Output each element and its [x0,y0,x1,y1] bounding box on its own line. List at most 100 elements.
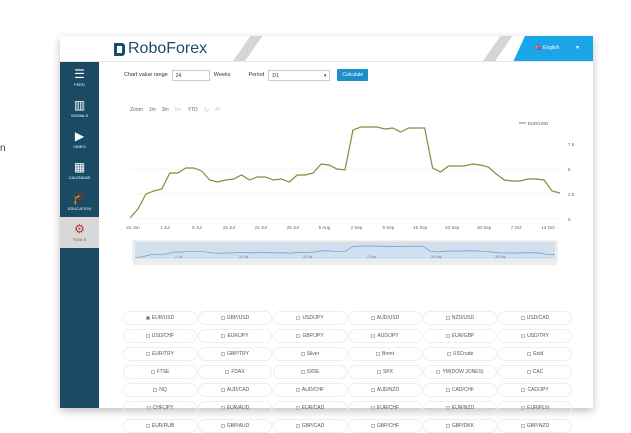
range-label: Chart value range [124,72,168,78]
logo[interactable]: RoboForex [114,40,207,58]
checkbox-icon [145,316,150,320]
instrument-checkbox[interactable]: CAD/CHF [423,383,497,397]
instrument-checkbox[interactable]: AUD/CHF [273,383,347,397]
instrument-checkbox[interactable]: FDAX [198,365,272,379]
instrument-checkbox[interactable]: EUR/CAD [273,401,347,415]
checkbox-icon [300,352,305,356]
instrument-checkbox[interactable]: USD/CAD [498,311,572,325]
instrument-checkbox[interactable]: NQ [123,383,197,397]
sidebar-item-signals[interactable]: ▥ SIGNALS [60,93,99,124]
instrument-checkbox[interactable]: USD/TRY [498,329,572,343]
instrument-checkbox[interactable]: GBP/CHF [348,419,422,433]
checkbox-icon [220,388,225,392]
checkbox-icon [520,316,525,320]
instrument-checkbox[interactable]: Silver [273,347,347,361]
instrument-checkbox[interactable]: EUR/GBP [423,329,497,343]
zoom-button[interactable]: YTD [187,107,198,113]
zoom-button[interactable]: All [214,107,221,113]
navigator-scrollbar[interactable] [133,261,557,265]
range-input[interactable]: 24 [171,69,210,81]
navigator-tick-label: 1 Jul [175,255,183,259]
instrument-checkbox[interactable]: GBP/CAD [273,419,347,433]
checkbox-icon [370,406,375,410]
caret-down-icon: ▼ [575,45,580,51]
instrument-label: EUR/NZD [451,405,475,411]
instrument-checkbox[interactable]: USCrude [423,347,497,361]
navigator-tick-label: 16 Sep [431,255,442,259]
checkbox-icon [520,424,525,428]
instrument-checkbox[interactable]: USD/JPY [273,311,347,325]
caret-down-icon: ▾ [323,72,327,79]
sidebar-item-label: VIDEO [73,144,86,149]
instrument-checkbox[interactable]: EUR/AUD [198,401,272,415]
sidebar-item-calendar[interactable]: ▦ CALENDAR [60,155,99,186]
instrument-checkbox[interactable]: EUR/RUB [123,419,197,433]
instrument-checkbox[interactable]: Brent [348,347,422,361]
x-tick-label: 1 Jul [160,225,170,230]
instrument-label: USD/TRY [527,333,549,339]
instrument-checkbox[interactable]: FTSE [123,365,197,379]
instrument-checkbox[interactable]: GBP/USD [198,311,272,325]
checkbox-icon [296,316,301,320]
instrument-checkbox[interactable]: GBP/TRY [198,347,272,361]
zoom-button[interactable]: 3m [161,107,169,113]
instrument-checkbox[interactable]: CAD/JPY [498,383,572,397]
instrument-label: YM(DOW JONES) [442,369,484,375]
instrument-checkbox[interactable]: AUD/NZD [348,383,422,397]
checkbox-icon [370,388,375,392]
calculate-button[interactable]: Calculate [337,69,369,81]
sidebar-item-video[interactable]: ▶ VIDEO [60,124,99,155]
sidebar-item-label: TOOLS [72,237,87,242]
instrument-label: CAD/CHF [451,387,475,393]
zoom-button[interactable]: 6m [174,107,182,113]
checkbox-icon [295,424,300,428]
calendar-icon: ▦ [73,160,86,174]
instrument-label: AUD/USD [376,315,400,321]
sidebar-item-education[interactable]: 🎓 EDUCATION [60,186,99,217]
instrument-checkbox[interactable]: CAC [498,365,572,379]
instrument-checkbox[interactable]: AUD/USD [348,311,422,325]
instrument-checkbox[interactable]: EUR/USD [123,311,197,325]
sidebar: ☰ FEED ▥ SIGNALS ▶ VIDEO ▦ CALENDAR 🎓 EDUCATION ⚙ T… [60,62,99,408]
instrument-checkbox[interactable]: SX5E [273,365,347,379]
x-tick-label: 23 Sep [445,225,460,230]
sidebar-item-label: SIGNALS [70,113,89,118]
period-select[interactable]: D1 ▾ [268,69,331,81]
checkbox-icon [370,424,375,428]
navigator-line [134,245,556,259]
instrument-checkbox[interactable]: AUD/CAD [198,383,272,397]
instrument-checkbox[interactable]: CHF/JPY [123,401,197,415]
checkbox-icon [295,388,300,392]
zoom-selector: Zoom 1m 3m 6m YTD 1y All [130,107,220,113]
zoom-button[interactable]: 1y [203,107,209,113]
sidebar-item-feed[interactable]: ☰ FEED [60,62,99,93]
checkbox-icon [295,406,300,410]
instrument-checkbox[interactable]: YM(DOW JONES) [423,365,497,379]
zoom-button[interactable]: 1m [148,107,156,113]
language-selector[interactable]: 🇬🇧 English ▼ [513,36,593,61]
instrument-checkbox[interactable]: GBP/JPY [273,329,347,343]
instrument-checkbox[interactable]: USD/CHF [123,329,197,343]
instrument-checkbox[interactable]: GBP/DKK [423,419,497,433]
legend-label: EUR/USD [528,121,549,126]
instrument-checkbox[interactable]: EUR/NZD [423,401,497,415]
instrument-checkbox[interactable]: EUR/PLN [498,401,572,415]
instrument-checkbox[interactable]: EUR/JPY [198,329,272,343]
instrument-checkbox[interactable]: NZD/USD [423,311,497,325]
instrument-checkbox[interactable]: GBP/AUD [198,419,272,433]
instrument-checkbox[interactable]: SPX [348,365,422,379]
checkbox-icon [436,370,441,374]
instrument-grid: EUR/USD GBP/USD USD/JPY AUD/USD NZD/USD USD/C… [123,311,572,433]
instrument-label: USD/JPY [302,315,324,321]
checkbox-icon [376,352,381,356]
instrument-checkbox[interactable]: GBP/NZD [498,419,572,433]
sidebar-item-tools[interactable]: ⚙ TOOLS [60,217,99,248]
instrument-label: EUR/JPY [227,333,249,339]
navigator-tick-label: 29 Jul [303,255,313,259]
list-icon: ☰ [74,67,85,81]
instrument-label: EUR/CAD [301,405,325,411]
instrument-checkbox[interactable]: Gold [498,347,572,361]
instrument-checkbox[interactable]: EUR/TRY [123,347,197,361]
instrument-checkbox[interactable]: AUD/JPY [348,329,422,343]
instrument-checkbox[interactable]: EUR/CHF [348,401,422,415]
